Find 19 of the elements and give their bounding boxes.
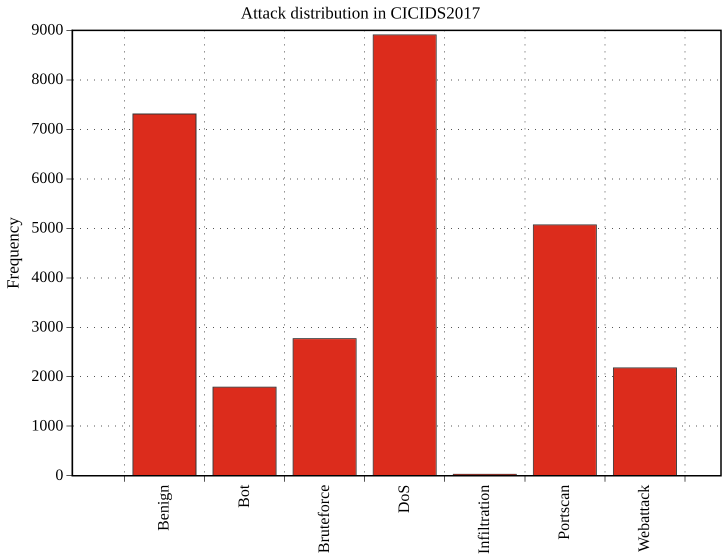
y-tick-label: 4000 [31, 268, 64, 286]
y-axis-title: Frequency [4, 216, 23, 289]
y-tick-label: 1000 [31, 417, 64, 434]
y-tick-label: 0 [55, 466, 64, 484]
y-tick-label: 7000 [31, 120, 64, 138]
y-tick-label: 6000 [31, 170, 64, 188]
x-tick-label: Bruteforce [316, 484, 333, 554]
x-tick-label: Infiltration [476, 484, 493, 554]
x-tick-label: Portscan [556, 484, 574, 540]
chart-title: Attack distribution in CICIDS2017 [240, 4, 481, 23]
y-tick-label: 3000 [31, 318, 64, 336]
x-tick-label: Bot [236, 484, 253, 508]
x-tick-label: Benign [156, 484, 173, 531]
y-tick-label: 9000 [31, 22, 64, 39]
x-tick-label: DoS [396, 484, 413, 514]
y-tick-label: 5000 [31, 220, 64, 237]
y-tick-label: 8000 [31, 71, 64, 88]
y-tick-label: 2000 [31, 368, 64, 385]
x-tick-label: Webattack [636, 484, 654, 552]
